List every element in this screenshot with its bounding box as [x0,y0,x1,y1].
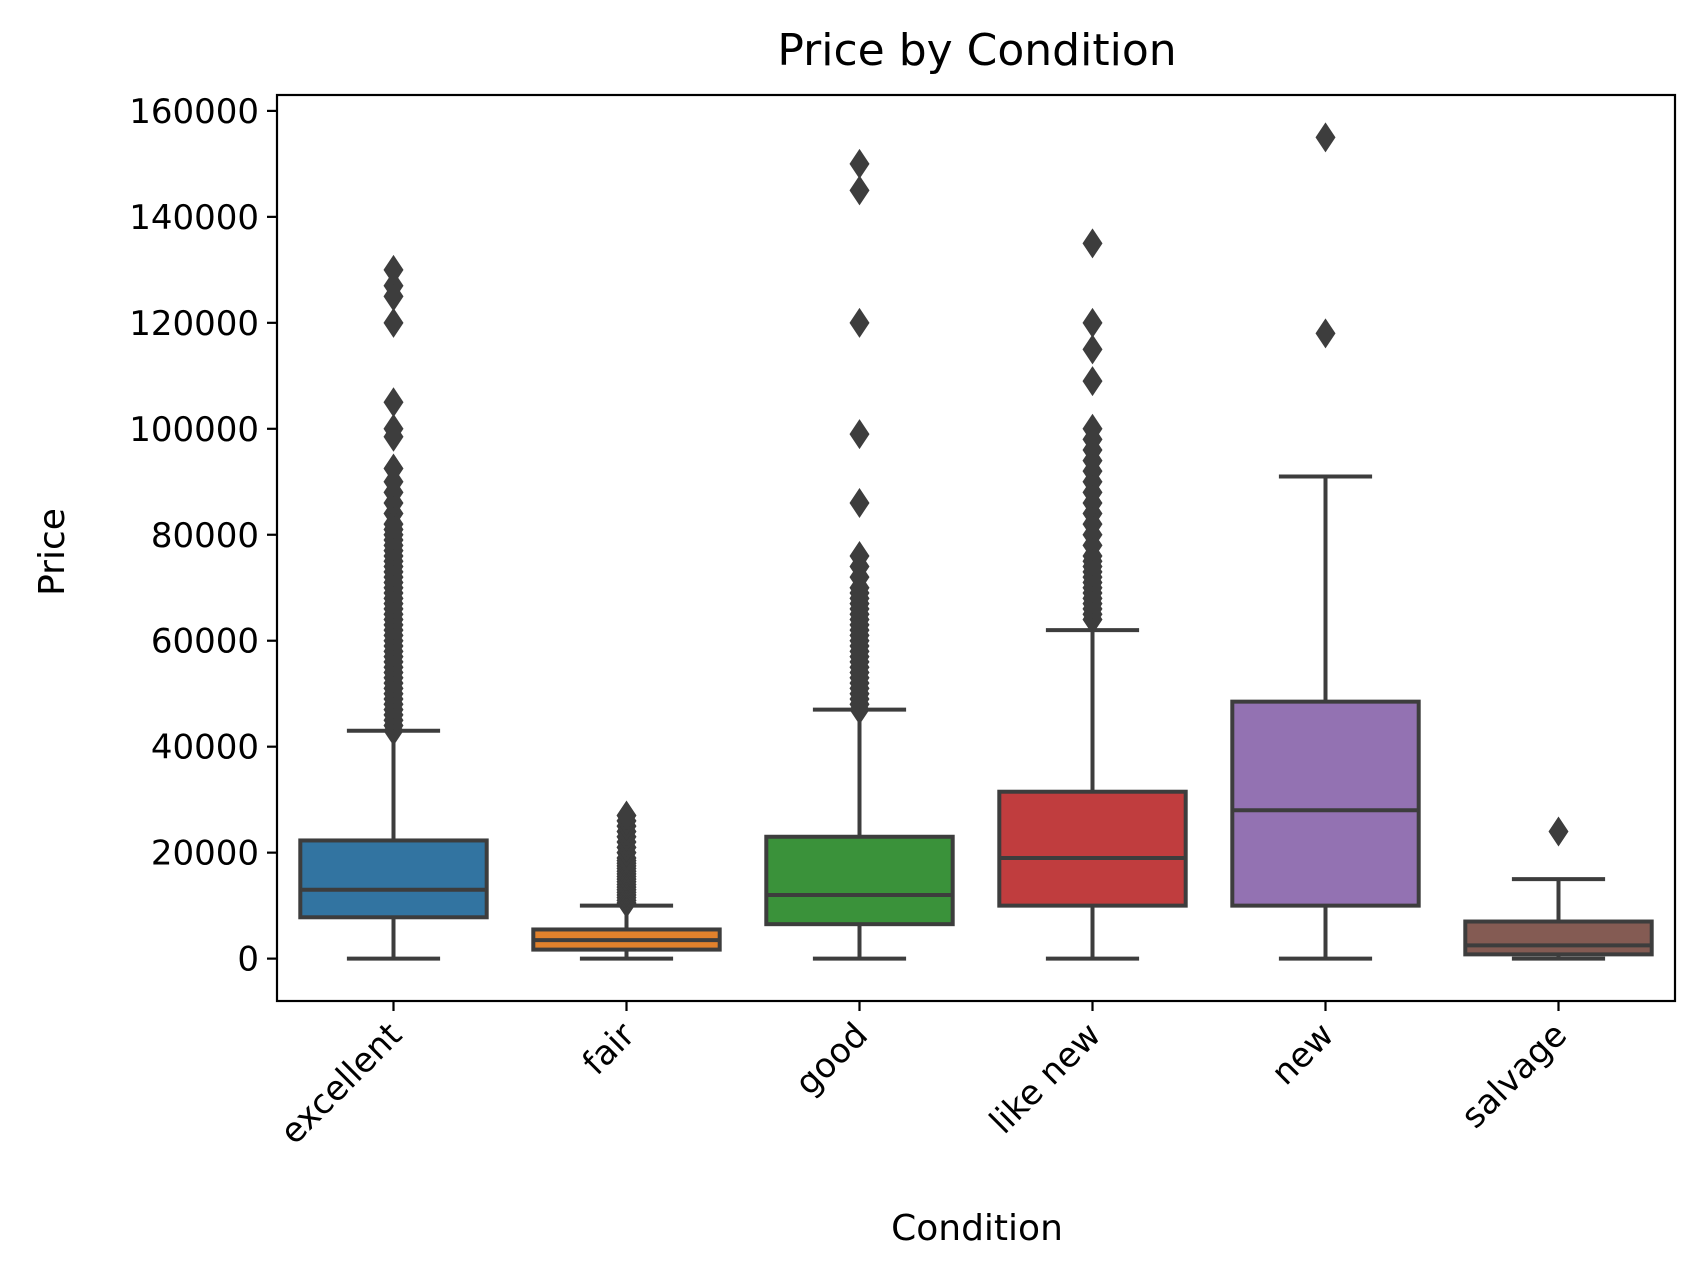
y-axis-label: Price [32,508,73,596]
outlier-point [1548,816,1569,847]
outlier-point [849,540,870,571]
outlier-point [1082,413,1103,444]
box-group-fair [531,800,722,961]
outlier-point [383,413,404,444]
chart-title: Price by Condition [777,25,1176,76]
x-tick-label-good: good [788,1015,876,1103]
box-group-excellent [298,254,489,961]
y-tick-label: 140000 [129,198,259,238]
box-group-new [1230,122,1421,961]
outlier-point [1082,228,1103,259]
plot-frame [275,93,1677,1003]
outlier-point [1082,307,1103,338]
outlier-point [383,254,404,285]
outlier-point [383,453,404,484]
outlier-point [383,307,404,338]
box-iqr [1230,699,1421,908]
box-group-like-new [997,228,1188,961]
outlier-point [849,487,870,518]
outlier-point [1082,334,1103,365]
x-tick-label-new: new [1264,1015,1342,1093]
x-tick-label-like-new: like new [982,1015,1109,1142]
outlier-point [383,270,404,301]
outlier-point [616,800,637,831]
x-tick-label-fair: fair [575,1015,643,1083]
outlier-point [849,148,870,179]
y-tick-label: 60000 [151,622,259,662]
outlier-point [849,307,870,338]
box-group-good [764,148,955,961]
outlier-point [383,387,404,418]
outlier-point [1315,122,1336,153]
x-tick-label-excellent: excellent [273,1015,410,1152]
outlier-point [1315,318,1336,349]
y-tick-label: 120000 [129,304,259,344]
outlier-point [1082,366,1103,397]
x-axis: excellent fair good like new new salvage [273,1001,1575,1152]
y-tick-label: 80000 [151,516,259,556]
box-iqr [764,834,955,927]
y-axis: 0 20000 40000 60000 80000 100000 120000 140000 1… [129,92,277,980]
outlier-point [849,419,870,450]
x-axis-label: Condition [891,1208,1063,1249]
box-iqr [298,838,489,920]
x-tick-label-salvage: salvage [1454,1015,1575,1136]
box-iqr [997,789,1188,908]
box-iqr [1463,919,1654,957]
y-tick-label: 40000 [151,728,259,768]
y-tick-label: 160000 [129,92,259,132]
y-tick-label: 100000 [129,410,259,450]
y-tick-label: 0 [237,940,259,980]
y-tick-label: 20000 [151,834,259,874]
outlier-point [849,175,870,206]
plot-area [298,122,1654,961]
box-group-salvage [1463,816,1654,961]
